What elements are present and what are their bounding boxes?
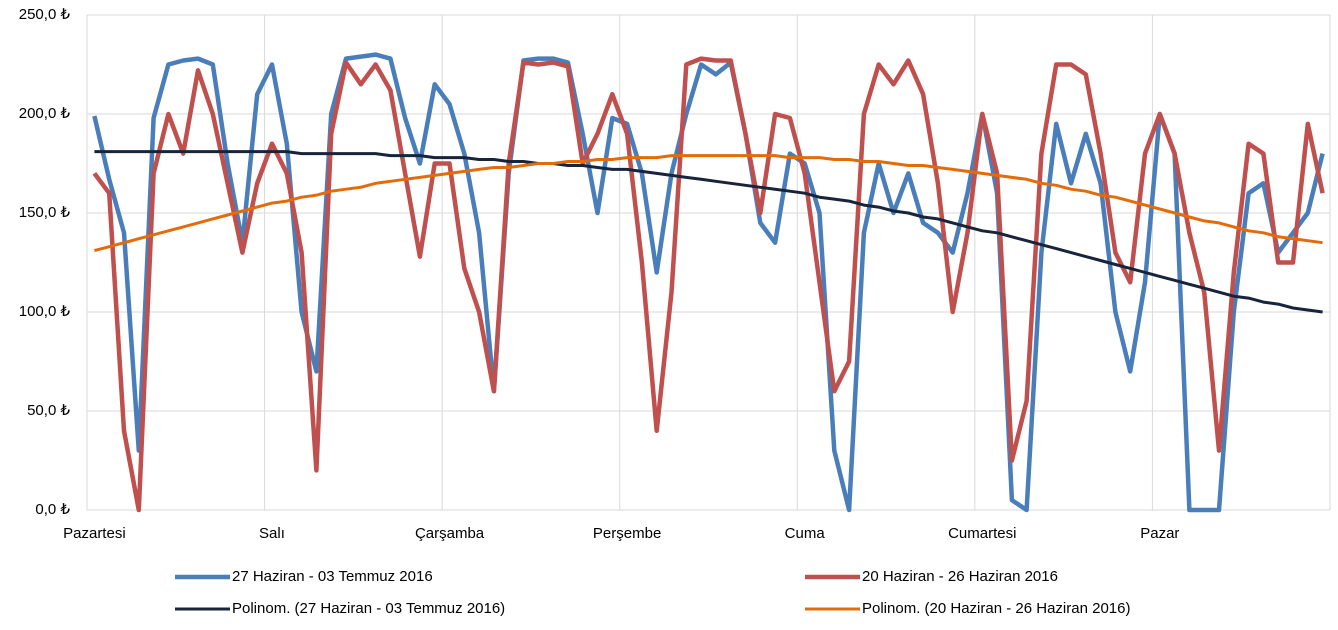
y-tick-label: 150,0 ₺ bbox=[19, 204, 71, 221]
x-tick-label: Çarşamba bbox=[415, 525, 485, 542]
y-tick-label: 200,0 ₺ bbox=[19, 105, 71, 122]
series-line bbox=[92, 56, 1325, 513]
legend-label: 27 Haziran - 03 Temmuz 2016 bbox=[232, 568, 433, 585]
x-tick-label: Salı bbox=[259, 525, 285, 542]
series-line bbox=[94, 150, 1323, 314]
legend-label: Polinom. (27 Haziran - 03 Temmuz 2016) bbox=[232, 600, 505, 617]
x-tick-label: Cuma bbox=[785, 525, 826, 542]
legend-label: Polinom. (20 Haziran - 26 Haziran 2016) bbox=[862, 600, 1130, 617]
y-tick-label: 250,0 ₺ bbox=[19, 6, 71, 23]
x-tick-label: Cumartesi bbox=[948, 525, 1016, 542]
y-tick-label: 0,0 ₺ bbox=[35, 501, 70, 518]
series-line bbox=[94, 154, 1323, 253]
series-line bbox=[92, 52, 1325, 513]
legend-label: 20 Haziran - 26 Haziran 2016 bbox=[862, 568, 1058, 585]
y-tick-label: 100,0 ₺ bbox=[19, 303, 71, 320]
x-tick-label: Pazar bbox=[1140, 525, 1179, 542]
x-tick-label: Pazartesi bbox=[63, 525, 126, 542]
y-tick-label: 50,0 ₺ bbox=[27, 402, 70, 419]
x-tick-label: Perşembe bbox=[593, 525, 661, 542]
